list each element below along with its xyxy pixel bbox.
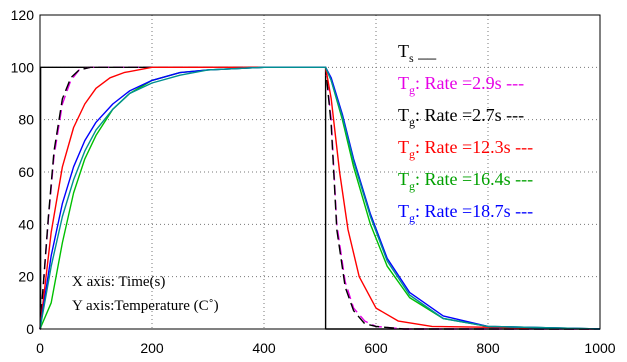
- y-tick-label: 100: [11, 59, 35, 75]
- legend-entry: Tg: Rate =2.7s ---: [398, 105, 524, 129]
- y-tick-label: 120: [11, 7, 35, 23]
- annotation-y-axis: Y axis:Temperature (C˚): [72, 298, 219, 314]
- y-tick-label: 0: [26, 321, 34, 337]
- legend-entry: Ts __: [398, 41, 437, 65]
- y-tick-label: 60: [18, 164, 34, 180]
- annotation-x-axis: X axis: Time(s): [72, 274, 165, 290]
- legend-entry: Tg: Rate =2.9s ---: [398, 73, 524, 97]
- series-line-1: [39, 66, 600, 330]
- y-tick-label: 40: [18, 216, 34, 232]
- legend: Ts __ Tg: Rate =2.9s --- Tg: Rate =2.7s --…: [398, 41, 533, 225]
- series-line-6: [39, 66, 601, 330]
- x-tick-label: 800: [476, 340, 500, 356]
- tick-labels: 0 200 400 600 800 1000 0 20 40 60 80 100 120: [11, 7, 616, 356]
- x-tick-label: 1000: [584, 340, 615, 356]
- legend-entry: Tg: Rate =12.3s ---: [398, 137, 533, 161]
- x-tick-label: 0: [36, 340, 44, 356]
- legend-entry: Tg: Rate =16.4s ---: [398, 169, 533, 193]
- legend-entry: Tg: Rate =18.7s ---: [398, 201, 533, 225]
- x-tick-label: 400: [252, 340, 276, 356]
- x-tick-label: 600: [364, 340, 388, 356]
- y-tick-label: 80: [18, 112, 34, 128]
- x-tick-label: 200: [140, 340, 164, 356]
- plot-frame: [39, 14, 601, 330]
- y-tick-label: 20: [18, 269, 34, 285]
